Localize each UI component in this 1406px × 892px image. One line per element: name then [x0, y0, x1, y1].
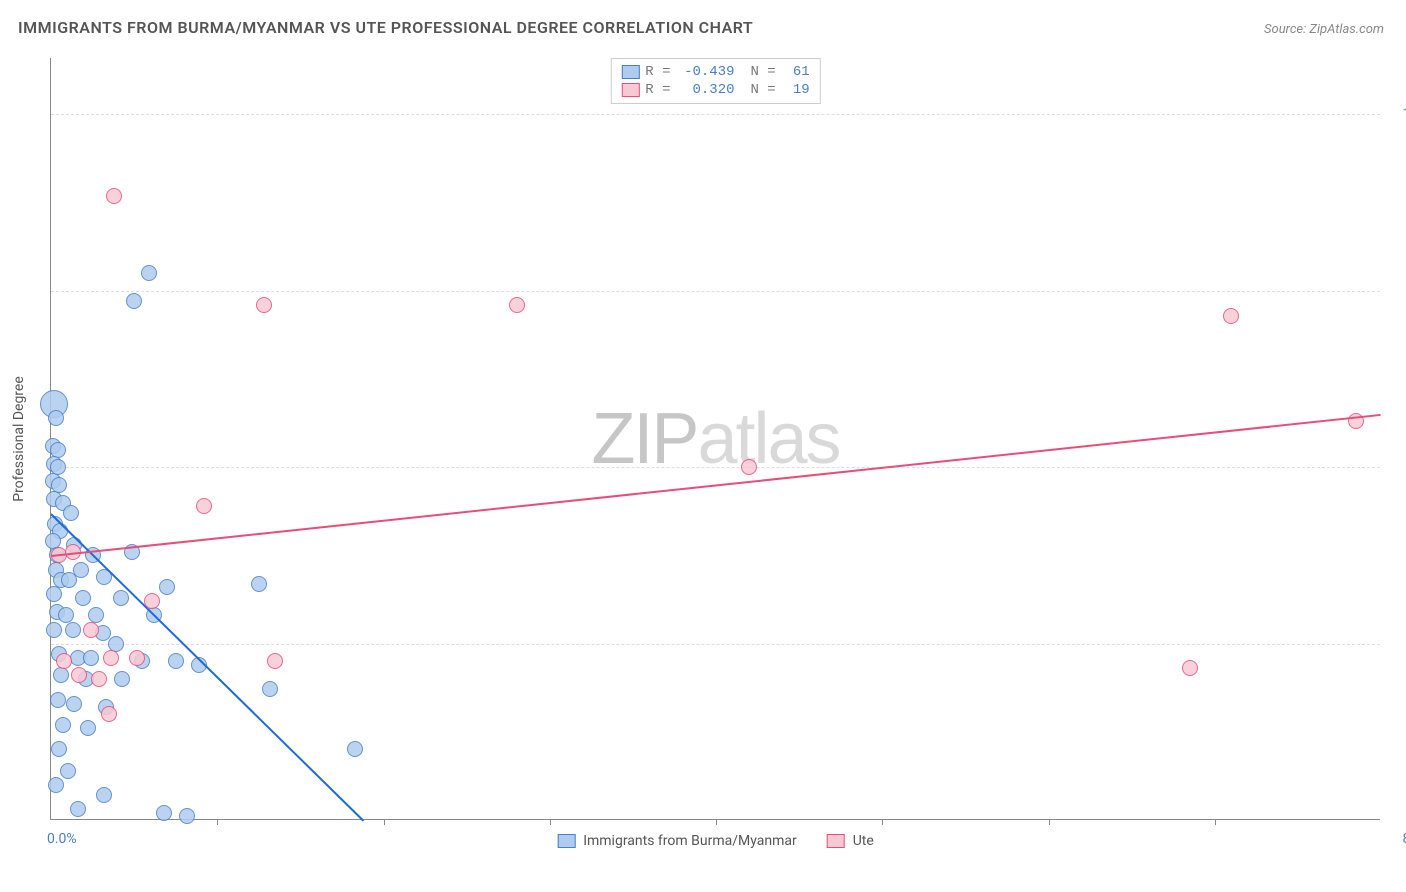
- plot-area: Professional Degree ZIPatlas R =-0.439N …: [50, 58, 1380, 820]
- y-tick-label: 10.0%: [1390, 106, 1406, 122]
- x-tick: [882, 819, 883, 825]
- scatter-point: [65, 622, 81, 638]
- scatter-point: [50, 692, 66, 708]
- scatter-point: [129, 650, 145, 666]
- scatter-point: [101, 706, 117, 722]
- scatter-point: [96, 787, 112, 803]
- scatter-point: [56, 653, 72, 669]
- legend-r-value: 0.320: [677, 82, 735, 98]
- scatter-point: [741, 459, 757, 475]
- legend-n-value: 61: [782, 64, 810, 80]
- legend-swatch: [621, 65, 639, 79]
- scatter-point: [55, 717, 71, 733]
- scatter-point: [114, 671, 130, 687]
- series-legend: Immigrants from Burma/Myanmar Ute: [557, 833, 874, 849]
- scatter-point: [61, 572, 77, 588]
- x-tick: [1215, 819, 1216, 825]
- legend-n-label: N =: [751, 82, 776, 98]
- x-tick: [716, 819, 717, 825]
- scatter-point: [168, 653, 184, 669]
- scatter-point: [113, 590, 129, 606]
- x-tick: [217, 819, 218, 825]
- gridline: [51, 291, 1380, 292]
- x-tick: [1049, 819, 1050, 825]
- scatter-point: [70, 801, 86, 817]
- scatter-point: [48, 410, 64, 426]
- y-tick-label: 2.5%: [1390, 636, 1406, 652]
- gridline: [51, 467, 1380, 468]
- scatter-point: [159, 579, 175, 595]
- scatter-point: [80, 720, 96, 736]
- scatter-point: [267, 653, 283, 669]
- scatter-point: [144, 593, 160, 609]
- scatter-point: [103, 650, 119, 666]
- legend-r-value: -0.439: [677, 64, 735, 80]
- scatter-point: [51, 741, 67, 757]
- series-legend-item: Immigrants from Burma/Myanmar: [557, 833, 797, 849]
- scatter-point: [46, 586, 62, 602]
- x-axis-start-label: 0.0%: [47, 831, 77, 847]
- legend-r-label: R =: [645, 82, 670, 98]
- gridline: [51, 644, 1380, 645]
- trend-line: [50, 513, 364, 821]
- y-tick-label: 7.5%: [1390, 283, 1406, 299]
- scatter-point: [48, 777, 64, 793]
- legend-row: R = 0.320 N = 19: [621, 81, 809, 99]
- scatter-point: [60, 763, 76, 779]
- scatter-point: [83, 650, 99, 666]
- series-legend-item: Ute: [827, 833, 874, 849]
- scatter-point: [63, 505, 79, 521]
- legend-swatch: [621, 83, 639, 97]
- legend-n-label: N =: [751, 64, 776, 80]
- scatter-point: [75, 590, 91, 606]
- scatter-point: [196, 498, 212, 514]
- gridline: [51, 114, 1380, 115]
- source-attribution: Source: ZipAtlas.com: [1264, 22, 1384, 37]
- chart-title: IMMIGRANTS FROM BURMA/MYANMAR VS UTE PRO…: [18, 18, 753, 37]
- scatter-point: [347, 741, 363, 757]
- correlation-legend: R = -0.439 N = 61 R = 0.320 N = 19: [610, 58, 820, 104]
- scatter-point: [179, 808, 195, 824]
- series-name: Immigrants from Burma/Myanmar: [583, 833, 797, 849]
- scatter-point: [126, 293, 142, 309]
- legend-r-label: R =: [645, 64, 670, 80]
- scatter-point: [46, 622, 62, 638]
- legend-n-value: 19: [782, 82, 810, 98]
- x-axis-end-label: 80.0%: [1385, 831, 1406, 847]
- x-tick: [384, 819, 385, 825]
- trend-line: [51, 414, 1381, 557]
- scatter-point: [53, 667, 69, 683]
- y-tick-label: 5.0%: [1390, 459, 1406, 475]
- legend-swatch: [557, 834, 575, 848]
- scatter-point: [156, 805, 172, 821]
- scatter-point: [509, 297, 525, 313]
- scatter-point: [66, 696, 82, 712]
- y-axis-title: Professional Degree: [11, 376, 27, 502]
- legend-swatch: [827, 834, 845, 848]
- scatter-point: [262, 681, 278, 697]
- scatter-point: [1223, 308, 1239, 324]
- scatter-point: [91, 671, 107, 687]
- scatter-point: [1182, 660, 1198, 676]
- legend-row: R = -0.439 N = 61: [621, 63, 809, 81]
- scatter-point: [141, 265, 157, 281]
- scatter-point: [256, 297, 272, 313]
- scatter-point: [106, 188, 122, 204]
- series-name: Ute: [853, 833, 874, 849]
- scatter-point: [71, 667, 87, 683]
- scatter-point: [83, 622, 99, 638]
- scatter-point: [251, 576, 267, 592]
- x-tick: [550, 819, 551, 825]
